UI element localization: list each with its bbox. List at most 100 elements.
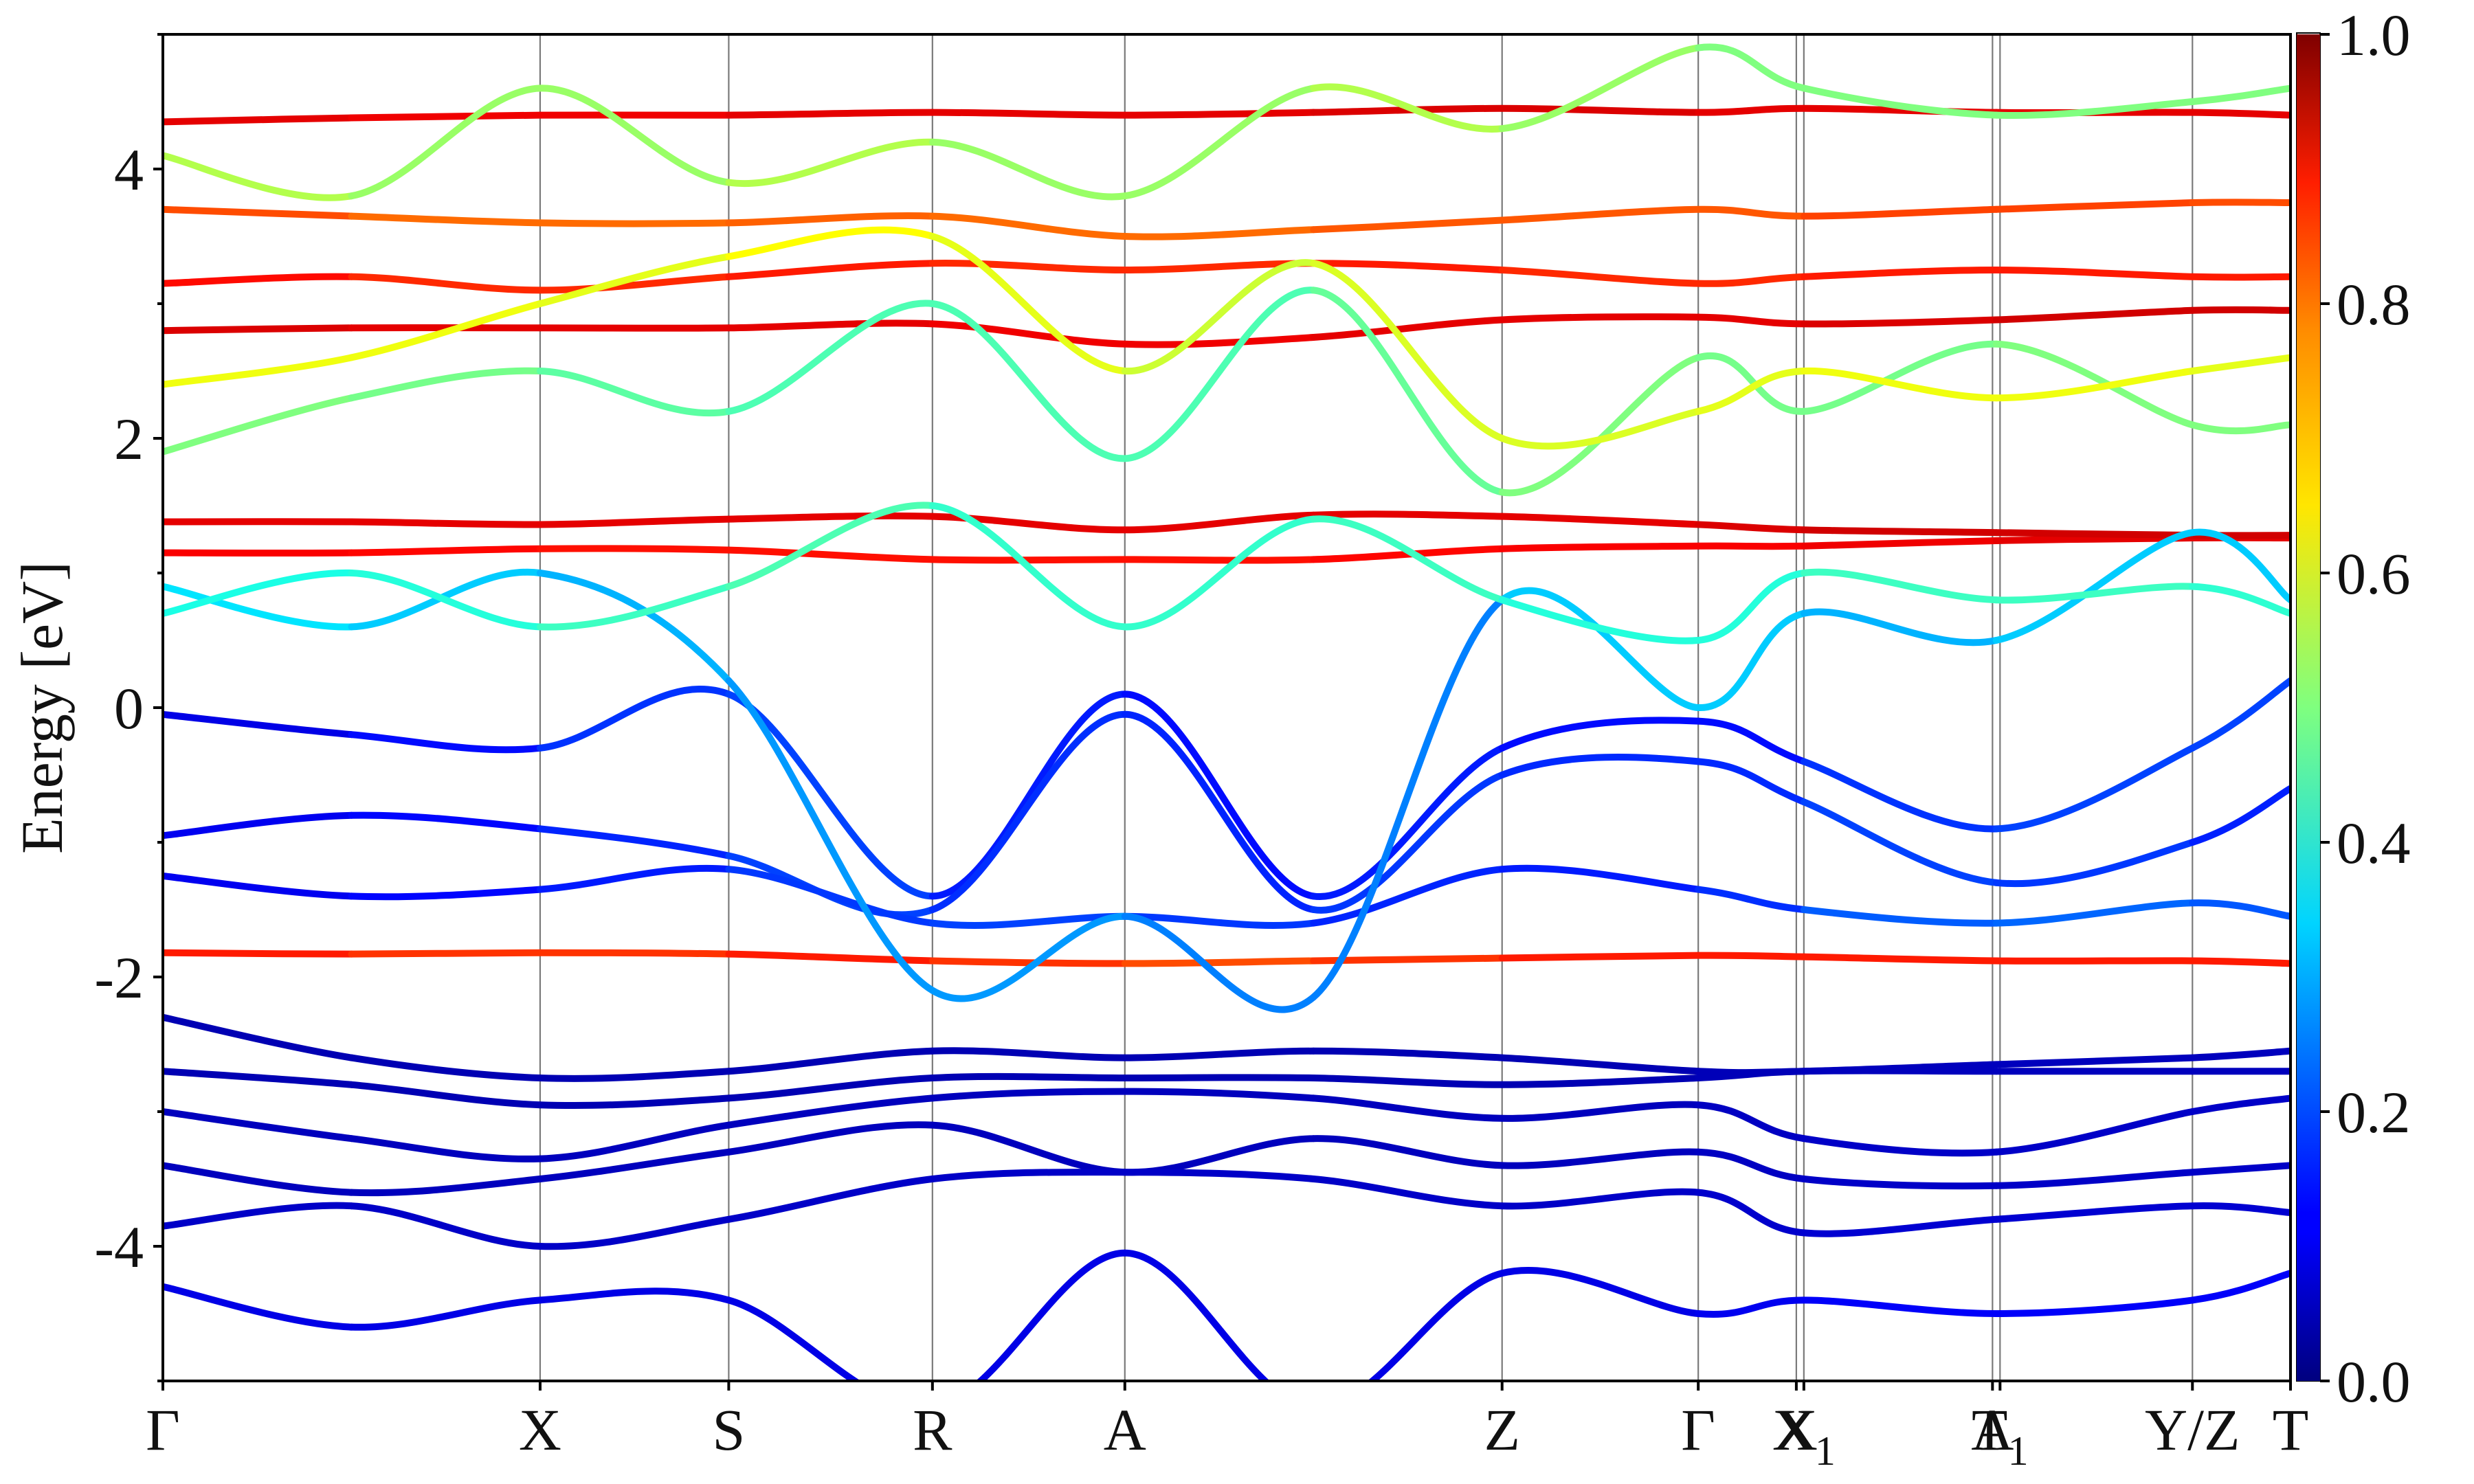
band-segment bbox=[1498, 513, 1702, 528]
band-segment bbox=[1800, 608, 2000, 647]
band-17 bbox=[163, 1249, 2291, 1381]
band-segment bbox=[1800, 1296, 2000, 1317]
band-segment bbox=[163, 1162, 355, 1196]
band-segment bbox=[163, 710, 355, 739]
y-axis-ticks: 4 2 0 -2 -4 bbox=[94, 33, 163, 1382]
band-segment bbox=[348, 811, 544, 833]
band-segment bbox=[1121, 511, 1317, 534]
x-tick-label: Γ bbox=[1681, 1397, 1715, 1463]
x-tick-label: Γ bbox=[146, 1397, 180, 1463]
band-segment bbox=[1800, 367, 2000, 402]
band-segment bbox=[348, 949, 544, 958]
y-tick-label: -2 bbox=[94, 945, 144, 1011]
band-segment bbox=[2189, 1270, 2291, 1304]
band-18 bbox=[163, 286, 2291, 497]
band-segment bbox=[1121, 85, 1317, 200]
band-segment bbox=[1121, 1088, 1317, 1102]
band-segment bbox=[1498, 407, 1702, 450]
band-segment bbox=[2189, 785, 2291, 846]
band-segment bbox=[163, 1202, 355, 1230]
band-segment bbox=[928, 1047, 1128, 1061]
band-segment bbox=[1121, 334, 1317, 348]
band-segment bbox=[1310, 1047, 1506, 1061]
band-segment bbox=[348, 212, 544, 227]
band-segment bbox=[928, 138, 1128, 201]
band-segment bbox=[1121, 259, 1317, 375]
band-segment bbox=[1498, 313, 1702, 324]
band-segment bbox=[1800, 568, 2000, 604]
band-segment bbox=[1992, 1108, 2196, 1156]
band-segment bbox=[725, 502, 936, 590]
x-tick-label: A bbox=[1104, 1397, 1146, 1463]
colorbar-ticks: 1.0 0.8 0.6 0.4 0.2 0.0 bbox=[2320, 2, 2411, 1415]
band-segment bbox=[1498, 754, 1702, 778]
band-segment bbox=[1498, 952, 1702, 962]
band-segment bbox=[348, 85, 544, 200]
band-segment bbox=[536, 1148, 733, 1182]
band-segment bbox=[348, 1202, 544, 1250]
band-segment bbox=[348, 1054, 544, 1081]
band-segment bbox=[2189, 273, 2291, 281]
band-segment bbox=[348, 731, 544, 754]
band-segment bbox=[1695, 352, 1807, 415]
band-segment bbox=[1121, 1249, 1271, 1381]
band-segment bbox=[725, 138, 936, 187]
band-segment bbox=[1310, 83, 1506, 133]
band-segment bbox=[1800, 537, 2000, 550]
band-segment bbox=[2189, 1162, 2291, 1176]
colorbar bbox=[2297, 34, 2320, 1381]
band-20 bbox=[163, 43, 2291, 201]
band-segment bbox=[1800, 267, 2000, 280]
band-segment bbox=[163, 949, 355, 958]
band-segment bbox=[1310, 1176, 1506, 1210]
band-14 bbox=[163, 1088, 2291, 1162]
band-segment bbox=[1695, 886, 1807, 913]
band-segment bbox=[536, 1121, 733, 1162]
band-segment bbox=[1800, 340, 2000, 415]
band-segment bbox=[725, 319, 936, 332]
band-segment bbox=[725, 1075, 936, 1102]
band-segment bbox=[2189, 1094, 2291, 1115]
band-segment bbox=[1695, 43, 1807, 92]
x-tick-label: Z bbox=[1484, 1397, 1520, 1463]
x-tick-label: X1 bbox=[1772, 1397, 1836, 1474]
band-segment bbox=[928, 912, 1128, 929]
band-segment bbox=[536, 685, 733, 752]
band-7 bbox=[163, 104, 2291, 126]
band-segment bbox=[1695, 542, 1807, 550]
band-5 bbox=[163, 260, 2291, 294]
band-segment bbox=[348, 1176, 544, 1197]
band-segment bbox=[1121, 556, 1317, 564]
band-segment bbox=[1310, 596, 1506, 1001]
band-segment bbox=[928, 1121, 1128, 1176]
band-segment bbox=[536, 864, 733, 893]
band-10 bbox=[163, 864, 2291, 929]
band-segment bbox=[928, 233, 1128, 374]
band-segment bbox=[1121, 710, 1317, 913]
band-6 bbox=[163, 199, 2291, 240]
band-segment bbox=[1498, 587, 1702, 711]
band-segment bbox=[348, 300, 544, 361]
band-segment bbox=[725, 546, 936, 563]
band-segment bbox=[1498, 44, 1702, 133]
band-segment bbox=[1121, 957, 1317, 967]
band-segment bbox=[348, 568, 544, 631]
band-segment bbox=[536, 1288, 733, 1304]
band-segment bbox=[1695, 1189, 1807, 1237]
band-segment bbox=[2189, 421, 2291, 435]
band-segment bbox=[928, 212, 1128, 240]
band-segment bbox=[163, 324, 355, 335]
band-segment bbox=[1498, 205, 1702, 224]
band-segment bbox=[1992, 98, 2196, 119]
band-segment bbox=[1695, 952, 1807, 960]
band-segment bbox=[1121, 515, 1317, 631]
band-segment bbox=[348, 1296, 544, 1331]
band-segment bbox=[1121, 109, 1317, 119]
x-tick-label: Y/Z bbox=[2145, 1397, 2240, 1463]
band-segment bbox=[1800, 85, 2000, 119]
band-segment bbox=[1310, 772, 1506, 914]
band-segment bbox=[536, 253, 733, 307]
band-segment bbox=[348, 570, 544, 631]
x-tick-label: X bbox=[1775, 1397, 1818, 1463]
band-segment bbox=[725, 1121, 936, 1156]
